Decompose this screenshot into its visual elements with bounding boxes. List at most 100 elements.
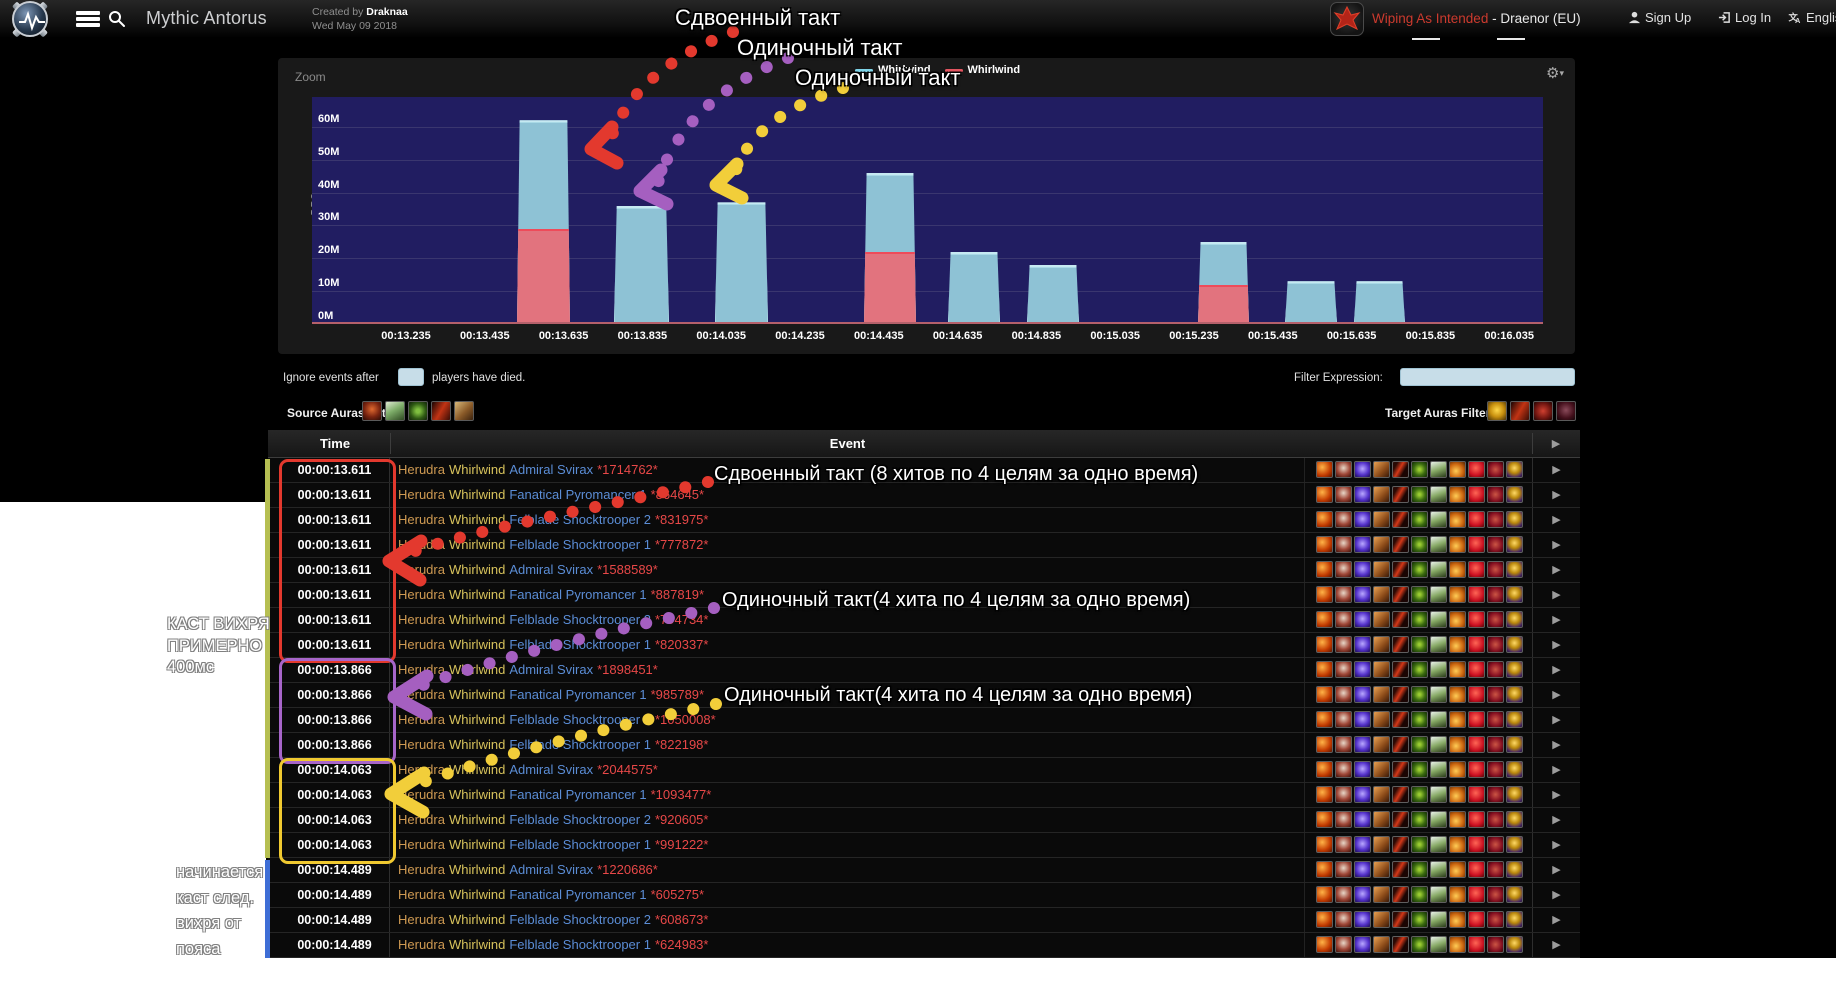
menu-icon[interactable] (76, 11, 100, 27)
event-description: Herudra Whirlwind Felblade Shocktrooper 2 *… (390, 708, 1305, 732)
expand-row-button[interactable]: ▶ (1532, 533, 1580, 557)
x-axis-tick: 00:14.435 (854, 330, 904, 342)
expand-row-button[interactable]: ▶ (1532, 908, 1580, 932)
expand-all-button[interactable]: ▶ (1551, 438, 1561, 450)
table-row[interactable]: 00:00:13.866 Herudra Whirlwind Admiral Svir… (268, 658, 1580, 683)
time-column-header: Time (319, 436, 351, 451)
expand-row-button[interactable]: ▶ (1532, 883, 1580, 907)
table-row[interactable]: 00:00:13.611 Herudra Whirlwind Fanatical Py… (268, 483, 1580, 508)
raw-flesh-icon (1487, 486, 1504, 503)
claw-fire-icon (1316, 586, 1333, 603)
dark-spikes-icon[interactable] (1556, 401, 1576, 421)
molten-ground-icon (1392, 486, 1409, 503)
guild-breadcrumb[interactable]: Wiping As Intended - Draenor (EU) (1372, 11, 1581, 26)
raw-flesh-icon (1487, 861, 1504, 878)
table-row[interactable]: 00:00:13.611 Herudra Whirlwind Admiral Svir… (268, 458, 1580, 483)
target-name: Fanatical Pyromancer 1 (509, 687, 647, 702)
molten-ground-icon (1392, 561, 1409, 578)
expand-row-button[interactable]: ▶ (1532, 458, 1580, 482)
author-link[interactable]: Draknaa (366, 6, 408, 18)
fel-circle-icon[interactable] (408, 401, 428, 421)
expand-row-button[interactable]: ▶ (1532, 808, 1580, 832)
molten-rock-icon[interactable] (431, 401, 451, 421)
guild-name[interactable]: Wiping As Intended (1372, 11, 1489, 26)
event-time: 00:00:13.611 (280, 583, 390, 607)
expand-row-button[interactable]: ▶ (1532, 933, 1580, 957)
warcraftlogs-logo[interactable] (10, 0, 50, 40)
table-row[interactable]: 00:00:14.063 Herudra Whirlwind Fanatical Py… (268, 783, 1580, 808)
table-row[interactable]: 00:00:14.063 Herudra Whirlwind Admiral Svir… (268, 758, 1580, 783)
expand-row-button[interactable]: ▶ (1532, 508, 1580, 532)
table-row[interactable]: 00:00:14.489 Herudra Whirlwind Felblade Sho… (268, 908, 1580, 933)
x-axis-tick: 00:14.635 (932, 330, 983, 342)
damage-amount: *608673* (654, 912, 709, 927)
x-axis-tick: 00:13.435 (460, 330, 510, 342)
rend-slash-icon (1373, 661, 1390, 678)
expand-row-button[interactable]: ▶ (1532, 583, 1580, 607)
dark-flame-icon[interactable] (1533, 401, 1553, 421)
expand-row-button[interactable]: ▶ (1532, 658, 1580, 682)
expand-row-button[interactable]: ▶ (1532, 833, 1580, 857)
chart-settings-button[interactable]: ⚙▾ (1546, 65, 1564, 82)
target-name: Fanatical Pyromancer 1 (509, 487, 647, 502)
table-row[interactable]: 00:00:13.866 Herudra Whirlwind Felblade Sho… (268, 733, 1580, 758)
expand-row-button[interactable]: ▶ (1532, 708, 1580, 732)
table-row[interactable]: 00:00:14.063 Herudra Whirlwind Felblade Sho… (268, 808, 1580, 833)
gold-crest-icon[interactable] (1487, 401, 1507, 421)
legend-item[interactable]: Whirlwind (944, 64, 1020, 76)
source-name: Herudra (398, 462, 445, 477)
gridline (312, 126, 1543, 128)
table-row[interactable]: 00:00:14.489 Herudra Whirlwind Admiral Svir… (268, 858, 1580, 883)
expand-row-button[interactable]: ▶ (1532, 733, 1580, 757)
table-row[interactable]: 00:00:13.611 Herudra Whirlwind Felblade Sho… (268, 533, 1580, 558)
gold-shield-icon (1506, 636, 1523, 653)
deaths-count-input[interactable] (398, 368, 424, 386)
bar-whirlwind (517, 120, 570, 324)
rend-slash-icon (1373, 636, 1390, 653)
x-axis-tick: 00:13.235 (381, 330, 431, 342)
x-axis-tick: 00:15.235 (1169, 330, 1219, 342)
expand-row-button[interactable]: ▶ (1532, 783, 1580, 807)
table-row[interactable]: 00:00:13.611 Herudra Whirlwind Felblade Sho… (268, 508, 1580, 533)
rend-slash-icon (1373, 736, 1390, 753)
table-row[interactable]: 00:00:13.611 Herudra Whirlwind Fanatical Py… (268, 583, 1580, 608)
table-row[interactable]: 00:00:13.866 Herudra Whirlwind Felblade Sho… (268, 708, 1580, 733)
target-name: Admiral Svirax (509, 462, 594, 477)
legend-item[interactable]: Whirlwind (855, 64, 931, 76)
blood-crystal-icon (1468, 711, 1485, 728)
expand-row-button[interactable]: ▶ (1532, 758, 1580, 782)
expand-row-button[interactable]: ▶ (1532, 558, 1580, 582)
tan-claw-icon[interactable] (454, 401, 474, 421)
search-icon[interactable] (108, 10, 126, 33)
damage-amount: *820337* (654, 637, 709, 652)
arcane-orb-icon (1354, 786, 1371, 803)
green-bracket-line (265, 459, 270, 858)
molten-rock-icon[interactable] (1510, 401, 1530, 421)
table-row[interactable]: 00:00:14.489 Herudra Whirlwind Fanatical Py… (268, 883, 1580, 908)
expand-row-button[interactable]: ▶ (1532, 858, 1580, 882)
ability-name: Whirlwind (448, 662, 506, 677)
pale-talon-icon[interactable] (385, 401, 405, 421)
language-selector[interactable]: 文A English (1788, 10, 1836, 25)
table-row[interactable]: 00:00:14.489 Herudra Whirlwind Felblade Sho… (268, 933, 1580, 958)
expand-row-button[interactable]: ▶ (1532, 633, 1580, 657)
y-axis-tick: 40M (318, 178, 340, 191)
table-row[interactable]: 00:00:14.063 Herudra Whirlwind Felblade Sho… (268, 833, 1580, 858)
event-time: 00:00:14.489 (280, 883, 390, 907)
ability-name: Whirlwind (448, 462, 506, 477)
table-row[interactable]: 00:00:13.611 Herudra Whirlwind Felblade Sho… (268, 633, 1580, 658)
raw-flesh-icon (1487, 911, 1504, 928)
expand-row-button[interactable]: ▶ (1532, 683, 1580, 707)
ember-icon (1449, 711, 1466, 728)
expand-row-button[interactable]: ▶ (1532, 483, 1580, 507)
expand-row-button[interactable]: ▶ (1532, 608, 1580, 632)
spike-blade-icon (1430, 461, 1447, 478)
sign-up-button[interactable]: Sign Up (1628, 10, 1691, 25)
table-row[interactable]: 00:00:13.611 Herudra Whirlwind Admiral Svir… (268, 558, 1580, 583)
filter-expression-input[interactable] (1400, 368, 1575, 386)
blood-crystal-icon (1468, 636, 1485, 653)
demon-face-icon[interactable] (362, 401, 382, 421)
log-in-button[interactable]: Log In (1718, 10, 1771, 25)
chart-legend: Whirlwind Whirlwind (855, 62, 1020, 78)
